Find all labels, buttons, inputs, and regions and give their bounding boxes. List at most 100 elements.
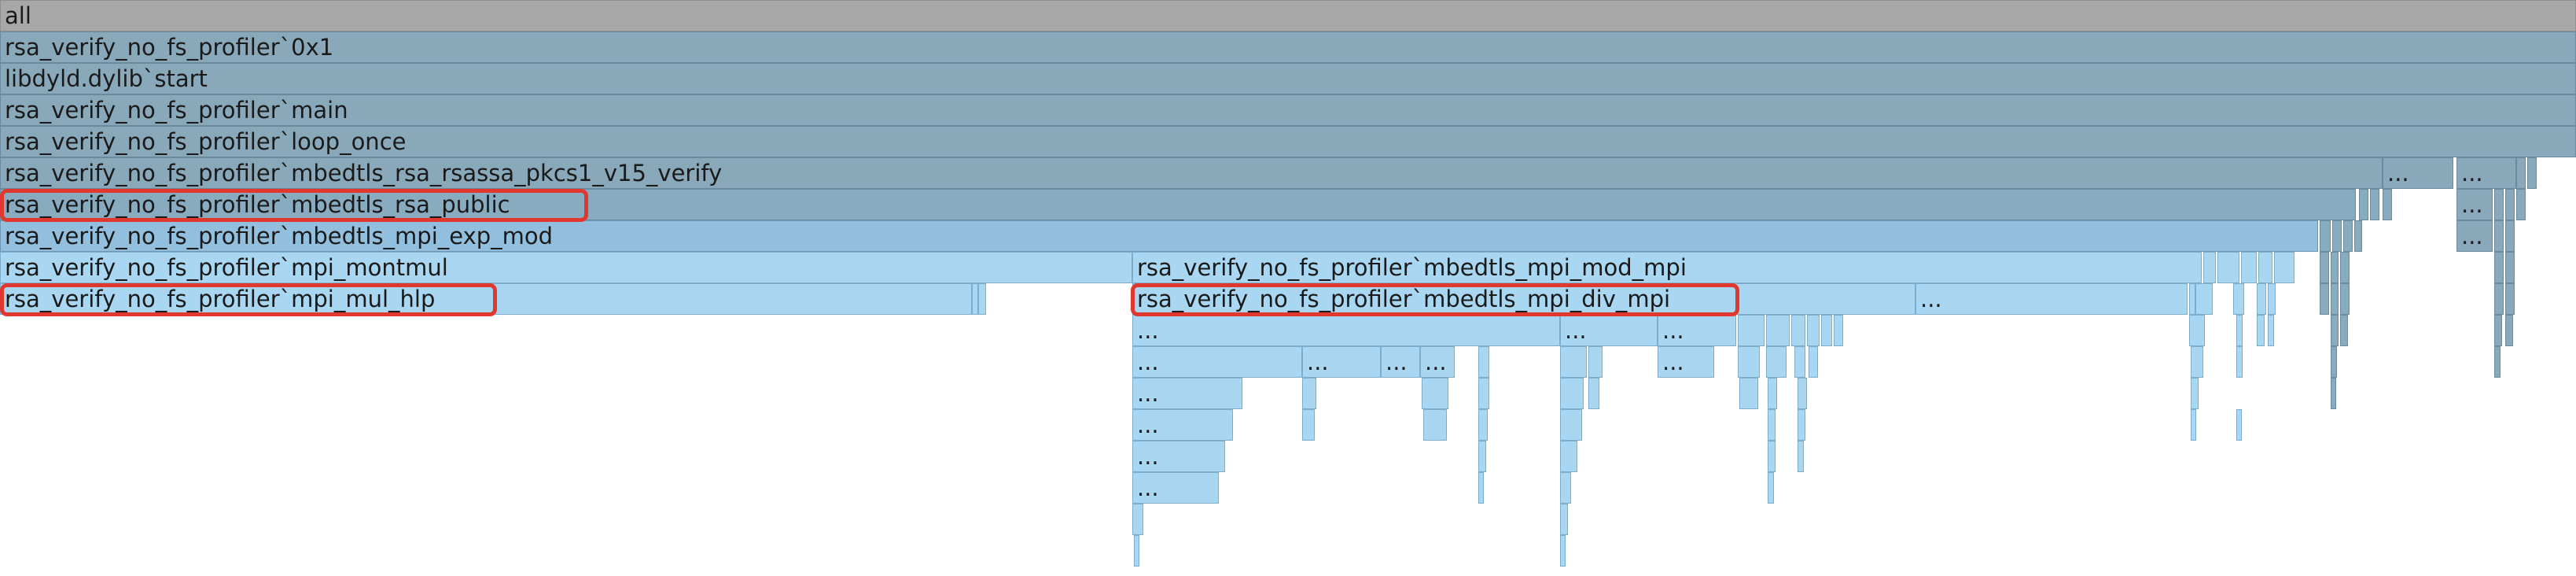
frame-small[interactable] — [1766, 315, 1790, 346]
frame-small[interactable] — [1302, 378, 1316, 409]
frame-small[interactable] — [1798, 409, 1805, 441]
frame-small[interactable] — [2233, 283, 2244, 315]
frame-small[interactable] — [2340, 283, 2350, 315]
frame-small[interactable] — [2236, 315, 2243, 346]
frame-small[interactable] — [2331, 283, 2339, 315]
frame-small[interactable] — [1798, 441, 1804, 472]
frame-more[interactable]: ... — [1132, 409, 1233, 441]
frame-small[interactable] — [1134, 535, 1139, 567]
frame-small[interactable] — [1478, 346, 1489, 378]
frame-small[interactable] — [1478, 472, 1484, 504]
frame-small[interactable] — [2494, 220, 2504, 252]
frame-small[interactable] — [2343, 220, 2353, 252]
frame-small[interactable] — [2331, 252, 2339, 283]
frame-small[interactable] — [1768, 441, 1776, 472]
frame-more[interactable]: ... — [1658, 315, 1736, 346]
frame-small[interactable] — [1560, 535, 1566, 567]
frame-small[interactable] — [2241, 252, 2257, 283]
frame-small[interactable] — [2505, 220, 2515, 252]
frame-more[interactable]: ... — [1560, 315, 1658, 346]
frame-small[interactable] — [2268, 315, 2274, 346]
frame-small[interactable] — [2331, 378, 2336, 409]
frame-div-mpi[interactable]: rsa_verify_no_fs_profiler`mbedtls_mpi_di… — [1132, 283, 1915, 315]
frame-small[interactable] — [2494, 346, 2501, 378]
frame-main[interactable]: rsa_verify_no_fs_profiler`main — [0, 94, 2576, 126]
frame-small[interactable] — [2217, 252, 2239, 283]
frame-small[interactable] — [2359, 189, 2368, 220]
frame-small[interactable] — [2203, 252, 2216, 283]
frame-small[interactable] — [1821, 315, 1832, 346]
frame-0x1[interactable]: rsa_verify_no_fs_profiler`0x1 — [0, 31, 2576, 63]
frame-small[interactable] — [2516, 189, 2526, 220]
frame-more[interactable]: ... — [1132, 472, 1219, 504]
frame-more[interactable]: ... — [1658, 346, 1714, 378]
frame-exp-mod[interactable]: rsa_verify_no_fs_profiler`mbedtls_mpi_ex… — [0, 220, 2318, 252]
frame-rsa-public[interactable]: rsa_verify_no_fs_profiler`mbedtls_rsa_pu… — [0, 189, 2356, 220]
frame-small[interactable] — [978, 283, 986, 315]
frame-small[interactable] — [2340, 252, 2350, 283]
frame-small[interactable] — [2527, 157, 2537, 189]
frame-small[interactable] — [2516, 157, 2526, 189]
frame-small[interactable] — [2189, 283, 2195, 315]
frame-small[interactable] — [2505, 252, 2515, 283]
frame-small[interactable] — [1739, 378, 1758, 409]
frame-small[interactable] — [1834, 315, 1843, 346]
frame-small[interactable] — [2494, 315, 2502, 346]
frame-small[interactable] — [1768, 378, 1777, 409]
frame-small[interactable] — [2195, 283, 2213, 315]
frame-more[interactable]: ... — [2456, 157, 2516, 189]
frame-small[interactable] — [2331, 315, 2339, 346]
frame-pkcs1-verify[interactable]: rsa_verify_no_fs_profiler`mbedtls_rsa_rs… — [0, 157, 2383, 189]
frame-small[interactable] — [1766, 346, 1787, 378]
frame-small[interactable] — [1560, 472, 1571, 504]
frame-small[interactable] — [2340, 315, 2348, 346]
frame-small[interactable] — [1738, 315, 1765, 346]
frame-loop-once[interactable]: rsa_verify_no_fs_profiler`loop_once — [0, 126, 2576, 157]
frame-mod-mpi[interactable]: rsa_verify_no_fs_profiler`mbedtls_mpi_mo… — [1132, 252, 2202, 283]
frame-small[interactable] — [2383, 189, 2392, 220]
frame-small[interactable] — [1560, 409, 1582, 441]
frame-small[interactable] — [2320, 252, 2329, 283]
frame-small[interactable] — [2258, 252, 2272, 283]
frame-small[interactable] — [2274, 252, 2294, 283]
frame-small[interactable] — [1132, 504, 1143, 535]
frame-small[interactable] — [1807, 315, 1820, 346]
frame-small[interactable] — [2494, 283, 2504, 315]
frame-small[interactable] — [1478, 441, 1486, 472]
frame-more[interactable]: ... — [1132, 441, 1225, 472]
frame-small[interactable] — [2268, 283, 2276, 315]
frame-small[interactable] — [2370, 189, 2379, 220]
frame-small[interactable] — [1478, 409, 1488, 441]
frame-small[interactable] — [2505, 189, 2515, 220]
frame-small[interactable] — [2257, 283, 2266, 315]
frame-small[interactable] — [2320, 283, 2329, 315]
frame-small[interactable] — [2505, 315, 2513, 346]
frame-more[interactable]: ... — [1132, 378, 1242, 409]
frame-small[interactable] — [1809, 346, 1818, 378]
frame-all[interactable]: all — [0, 0, 2576, 31]
frame-small[interactable] — [1738, 346, 1760, 378]
frame-small[interactable] — [1560, 441, 1577, 472]
frame-more[interactable]: ... — [1132, 346, 1302, 378]
frame-small[interactable] — [1302, 409, 1315, 441]
frame-more[interactable]: ... — [1420, 346, 1455, 378]
frame-more[interactable]: ... — [1132, 315, 1560, 346]
frame-more[interactable]: ... — [1915, 283, 2188, 315]
frame-small[interactable] — [1791, 315, 1805, 346]
frame-small[interactable] — [2191, 378, 2199, 409]
frame-small[interactable] — [2494, 189, 2504, 220]
frame-small[interactable] — [972, 283, 978, 315]
frame-small[interactable] — [2332, 220, 2342, 252]
frame-mul-hlp[interactable]: rsa_verify_no_fs_profiler`mpi_mul_hlp — [0, 283, 972, 315]
frame-small[interactable] — [2191, 409, 2196, 441]
frame-small[interactable] — [1588, 378, 1599, 409]
frame-small[interactable] — [2494, 252, 2504, 283]
frame-small[interactable] — [2354, 220, 2362, 252]
frame-more[interactable]: ... — [1381, 346, 1420, 378]
frame-small[interactable] — [1560, 504, 1568, 535]
frame-small[interactable] — [1423, 409, 1447, 441]
frame-small[interactable] — [2320, 220, 2331, 252]
frame-montmul[interactable]: rsa_verify_no_fs_profiler`mpi_montmul — [0, 252, 1132, 283]
frame-small[interactable] — [1478, 378, 1489, 409]
frame-small[interactable] — [2505, 283, 2515, 315]
